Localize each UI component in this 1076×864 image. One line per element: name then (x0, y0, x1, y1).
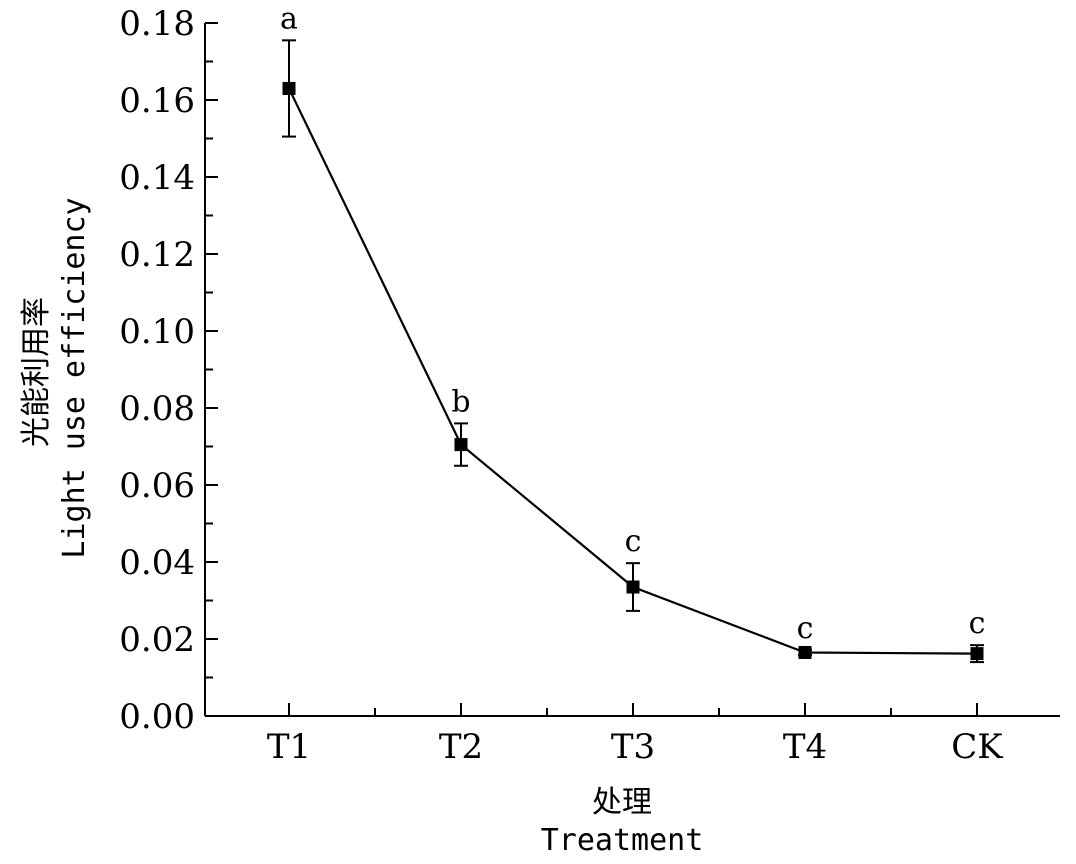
y-tick-label: 0.06 (119, 466, 195, 506)
x-tick-label: CK (951, 727, 1003, 767)
y-tick-label: 0.16 (119, 81, 195, 121)
axes: 0.00 0.02 0.04 0.06 0.08 0.10 0.12 0.14 0.16 0.18… (119, 4, 1060, 767)
y-tick-label: 0.02 (119, 620, 195, 660)
x-tick-label: T3 (611, 727, 655, 767)
significance-label: c (625, 524, 642, 559)
x-tick-label: T1 (267, 727, 311, 767)
data-point-marker (798, 645, 812, 659)
data-point-marker (626, 580, 640, 594)
significance-label: c (969, 606, 986, 641)
y-axis-title-english: Light use efficiency (57, 197, 92, 558)
y-axis-title-chinese: 光能利用率 (19, 297, 54, 447)
data-point-marker (970, 647, 984, 661)
y-tick-label: 0.10 (119, 312, 195, 352)
data-point-marker (454, 438, 468, 452)
significance-label: c (797, 611, 814, 646)
plot-area: a b c c c (280, 1, 986, 664)
x-axis-title-english: Treatment (541, 823, 704, 858)
y-tick-label: 0.14 (119, 158, 195, 198)
y-tick-label: 0.18 (119, 4, 195, 44)
y-tick-label: 0.12 (119, 235, 195, 275)
x-tick-label: T4 (783, 727, 827, 767)
significance-label: a (280, 1, 298, 36)
y-tick-label: 0.04 (119, 543, 195, 583)
y-tick-label: 0.00 (119, 697, 195, 737)
data-point-marker (282, 81, 296, 95)
significance-label: b (451, 384, 470, 419)
y-tick-label: 0.08 (119, 389, 195, 429)
x-tick-label: T2 (439, 727, 483, 767)
x-axis-title-chinese: 处理 (592, 785, 652, 820)
